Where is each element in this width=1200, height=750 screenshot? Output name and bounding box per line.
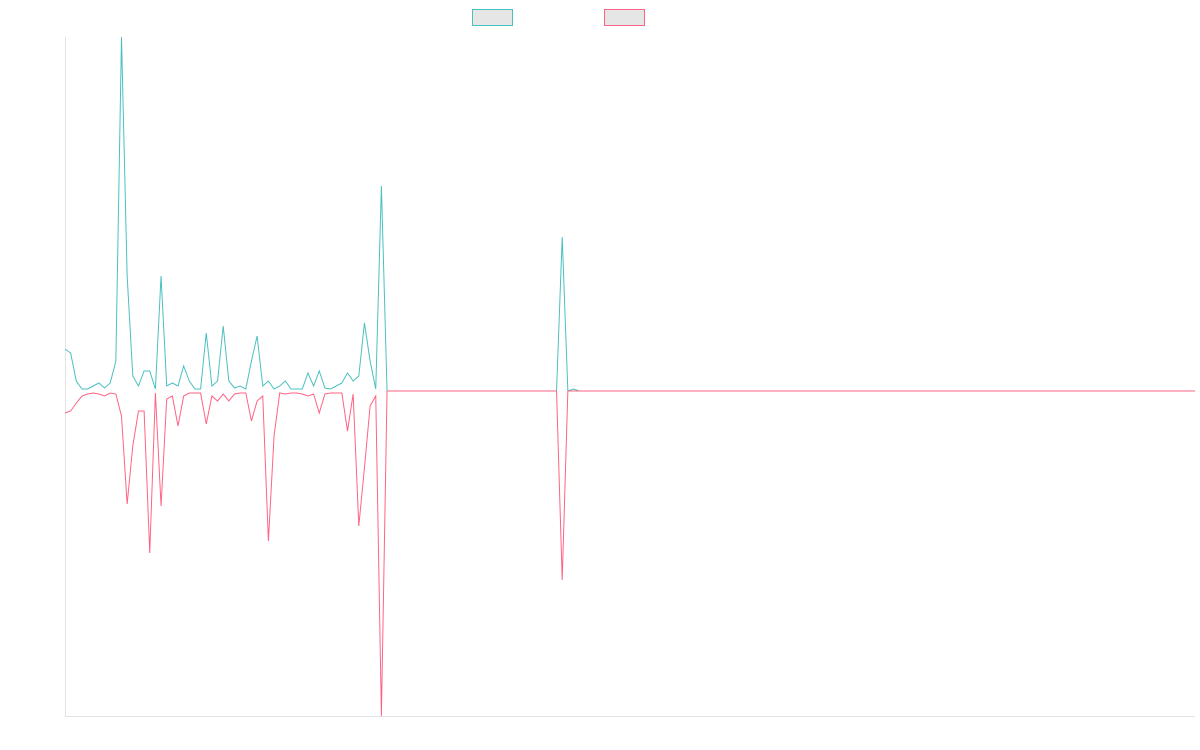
data-line — [64, 390, 1195, 717]
legend-swatch — [604, 9, 645, 26]
data-line — [64, 36, 1195, 392]
legend-swatch — [472, 9, 513, 26]
